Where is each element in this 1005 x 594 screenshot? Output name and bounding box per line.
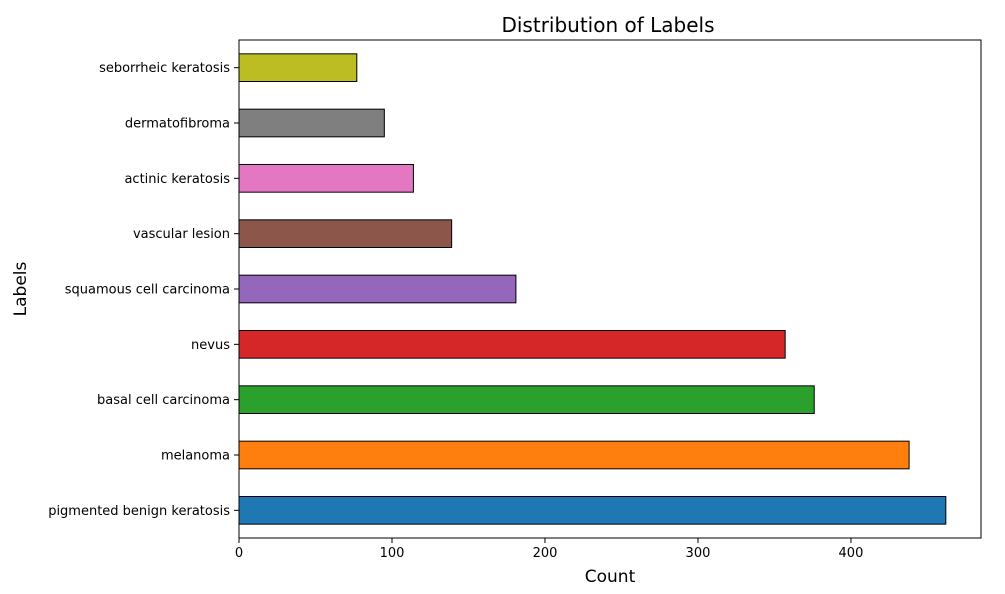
y-tick-label: dermatofibroma bbox=[125, 117, 230, 132]
y-tick-label: squamous cell carcinoma bbox=[65, 283, 230, 298]
bar bbox=[238, 330, 786, 359]
y-axis-ticks: pigmented benign keratosis melanoma basal … bbox=[48, 61, 239, 519]
bar bbox=[238, 219, 453, 248]
bar bbox=[238, 108, 385, 138]
x-tick-label: 0 bbox=[235, 546, 243, 561]
y-tick-label: vascular lesion bbox=[133, 227, 230, 242]
y-tick-label: actinic keratosis bbox=[124, 172, 230, 187]
chart-title: Distribution of Labels bbox=[501, 13, 714, 37]
y-tick-label: basal cell carcinoma bbox=[97, 393, 230, 408]
bar bbox=[238, 164, 414, 193]
x-tick-label: 200 bbox=[533, 546, 558, 561]
x-tick-label: 100 bbox=[380, 546, 405, 561]
bar bbox=[238, 496, 947, 525]
y-tick-label: seborrheic keratosis bbox=[99, 61, 230, 76]
bar bbox=[238, 274, 517, 304]
x-axis-label: Count bbox=[585, 567, 636, 587]
x-tick-label: 300 bbox=[686, 546, 711, 561]
plot-area-frame bbox=[238, 39, 982, 539]
bars-group bbox=[238, 53, 947, 525]
y-tick-label: nevus bbox=[191, 338, 230, 353]
bar bbox=[238, 385, 815, 415]
y-tick-label: pigmented benign keratosis bbox=[48, 504, 230, 519]
y-axis-label: Labels bbox=[11, 261, 31, 316]
x-tick-label: 400 bbox=[839, 546, 864, 561]
x-axis-ticks: 0 100 200 300 400 bbox=[235, 538, 864, 561]
bar bbox=[238, 53, 358, 82]
bar bbox=[238, 440, 910, 470]
y-tick-label: melanoma bbox=[161, 449, 230, 464]
